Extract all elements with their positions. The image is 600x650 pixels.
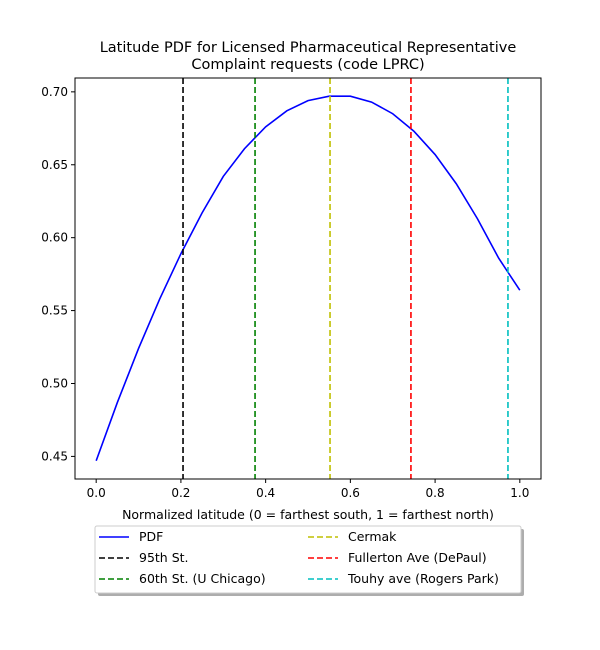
- y-ticks: 0.45 0.50 0.55 0.60 0.65 0.70: [41, 85, 75, 463]
- legend-label-5: Touhy ave (Rogers Park): [347, 571, 499, 586]
- x-tick-label: 0.8: [426, 486, 445, 500]
- x-axis-label: Normalized latitude (0 = farthest south,…: [122, 507, 494, 522]
- y-tick-label: 0.60: [41, 231, 68, 245]
- y-tick-label: 0.50: [41, 376, 68, 390]
- y-tick-label: 0.65: [41, 158, 68, 172]
- y-tick-label: 0.45: [41, 449, 68, 463]
- legend: PDF 95th St. 60th St. (U Chicago) Cermak Ful…: [94, 525, 524, 596]
- legend-items: PDF 95th St. 60th St. (U Chicago) Cermak Ful…: [99, 529, 499, 586]
- x-tick-label: 0.0: [87, 486, 106, 500]
- plot-area: 0.0 0.2 0.4 0.6 0.8 1.0 0.450.500.550.600.650…: [41, 77, 542, 500]
- legend-box: [94, 525, 522, 594]
- series-layer: [95, 95, 521, 462]
- x-tick-label: 0.2: [171, 486, 190, 500]
- x-tick-label: 1.0: [510, 486, 529, 500]
- legend-label-4: Fullerton Ave (DePaul): [348, 550, 487, 565]
- x-tick-label: 0.4: [256, 486, 275, 500]
- chart-title-line2: Complaint requests (code LPRC): [191, 57, 424, 73]
- plot-frame: [74, 77, 542, 480]
- vline-layer: [182, 78, 509, 479]
- legend-label-1: 95th St.: [139, 550, 189, 565]
- legend-label-2: 60th St. (U Chicago): [139, 571, 266, 586]
- y-tick-label: 0.55: [41, 304, 68, 318]
- x-tick-label: 0.6: [341, 486, 360, 500]
- series-line-0: [95, 95, 521, 462]
- legend-label-3: Cermak: [348, 529, 397, 544]
- legend-label-0: PDF: [139, 529, 163, 544]
- x-ticks: 0.0 0.2 0.4 0.6 0.8 1.0: [87, 479, 529, 500]
- chart-title-line1: Latitude PDF for Licensed Pharmaceutical…: [100, 40, 517, 56]
- y-tick-label: 0.70: [41, 85, 68, 99]
